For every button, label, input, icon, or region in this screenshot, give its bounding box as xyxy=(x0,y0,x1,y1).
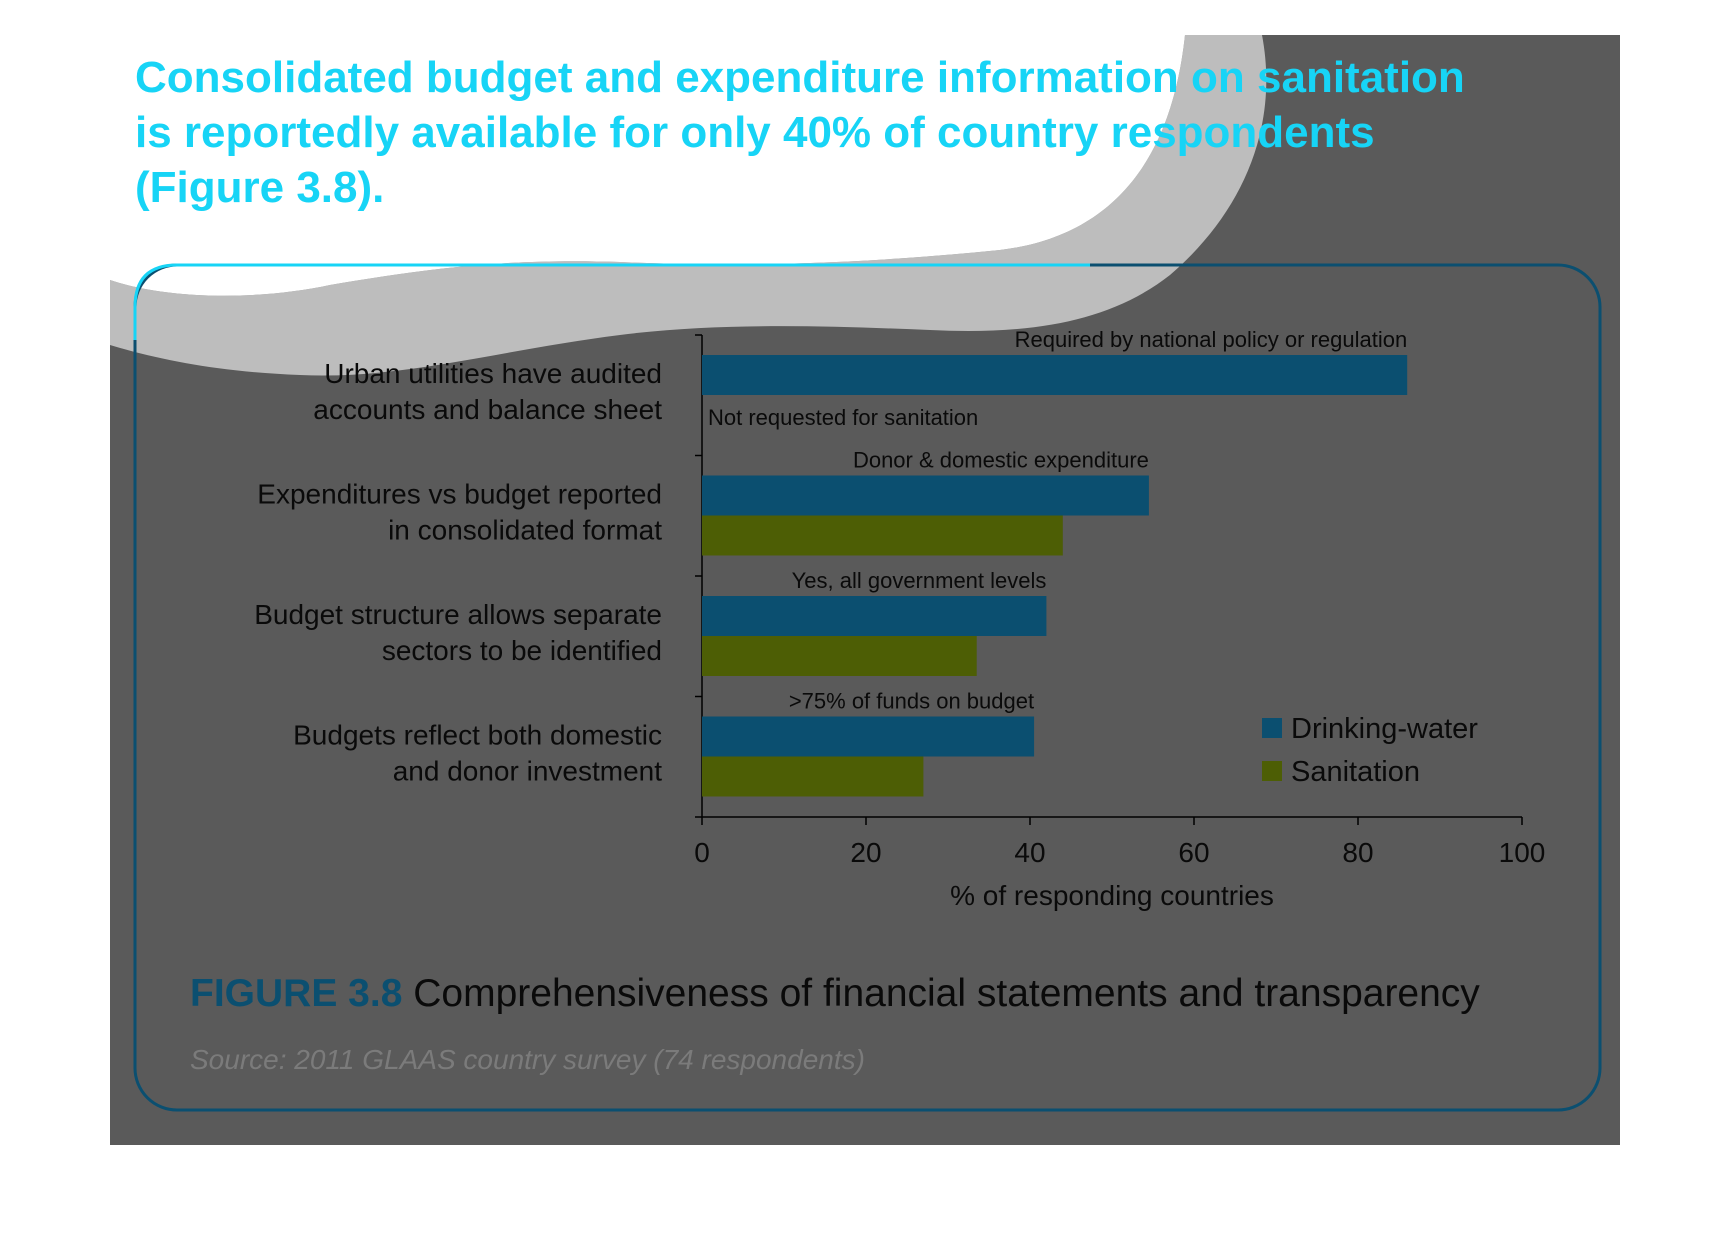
bar-drinking-water xyxy=(702,596,1047,636)
headline: Consolidated budget and expenditure info… xyxy=(135,50,1585,215)
category-label: sectors to be identified xyxy=(382,635,662,666)
category-label: accounts and balance sheet xyxy=(313,394,662,425)
headline-line: is reportedly available for only 40% of … xyxy=(135,108,1375,157)
headline-line: Consolidated budget and expenditure info… xyxy=(135,53,1465,102)
annotation-label: >75% of funds on budget xyxy=(789,689,1034,714)
figure-source: Source: 2011 GLAAS country survey (74 re… xyxy=(190,1044,865,1075)
annotation-label: Donor & domestic expenditure xyxy=(853,448,1149,473)
category-label: Urban utilities have audited xyxy=(324,358,662,389)
figure-title: Comprehensiveness of financial statement… xyxy=(413,972,1480,1015)
bar-sanitation xyxy=(702,756,924,797)
x-tick-label: 100 xyxy=(1499,837,1546,868)
bar-sanitation xyxy=(702,515,1063,556)
category-label: and donor investment xyxy=(393,756,663,787)
legend-label: Drinking-water xyxy=(1291,713,1478,745)
figure-caption: FIGURE 3.8 Comprehensiveness of financia… xyxy=(190,972,1480,1016)
x-tick-label: 20 xyxy=(850,837,881,868)
figure-frame-highlight xyxy=(133,263,1090,340)
light-wave xyxy=(110,35,1267,376)
x-tick-label: 0 xyxy=(694,837,710,868)
bar-sanitation xyxy=(702,636,977,676)
white-wave xyxy=(0,0,1185,296)
x-tick-label: 80 xyxy=(1342,837,1373,868)
legend-swatch xyxy=(1262,761,1282,781)
headline-line: (Figure 3.8). xyxy=(135,163,385,212)
category-label: Budgets reflect both domestic xyxy=(293,720,662,751)
category-label: Expenditures vs budget reported xyxy=(257,479,662,510)
legend-swatch xyxy=(1262,718,1282,738)
category-label: Budget structure allows separate xyxy=(254,599,662,630)
figure-number: FIGURE 3.8 xyxy=(190,972,403,1015)
bar-drinking-water xyxy=(702,475,1149,516)
x-tick-label: 40 xyxy=(1014,837,1045,868)
annotation-label: Yes, all government levels xyxy=(792,568,1047,593)
annotation-label: Required by national policy or regulatio… xyxy=(1015,327,1408,352)
legend-label: Sanitation xyxy=(1291,756,1420,788)
bar-drinking-water xyxy=(702,716,1035,757)
x-axis-label: % of responding countries xyxy=(950,880,1274,911)
category-label: in consolidated format xyxy=(388,515,662,546)
bar-drinking-water xyxy=(702,355,1408,395)
x-tick-label: 60 xyxy=(1178,837,1209,868)
annotation-label: Not requested for sanitation xyxy=(708,405,978,430)
